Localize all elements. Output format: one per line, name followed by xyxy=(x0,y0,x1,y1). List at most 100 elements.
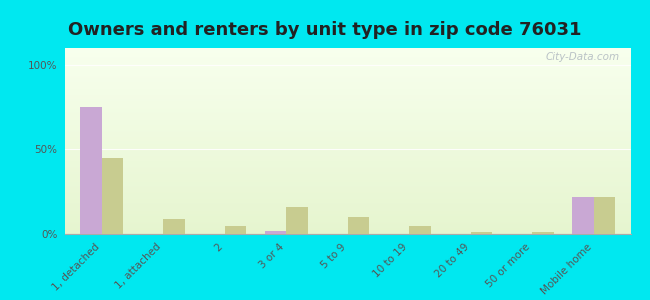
Bar xyxy=(65,166,630,167)
Bar xyxy=(65,200,630,202)
Bar xyxy=(65,187,630,188)
Bar xyxy=(65,84,630,85)
Bar xyxy=(65,80,630,82)
Bar xyxy=(65,50,630,51)
Bar xyxy=(65,183,630,184)
Bar xyxy=(65,176,630,177)
Bar xyxy=(65,198,630,199)
Bar xyxy=(65,160,630,161)
Bar xyxy=(102,158,124,234)
Bar xyxy=(65,63,630,64)
Bar xyxy=(65,88,630,89)
Bar xyxy=(65,111,630,112)
Bar xyxy=(65,223,630,224)
Bar xyxy=(65,119,630,120)
Bar xyxy=(65,72,630,73)
Bar xyxy=(65,225,630,226)
Bar xyxy=(65,129,630,130)
Bar xyxy=(65,118,630,119)
Bar xyxy=(65,121,630,122)
Bar xyxy=(65,155,630,156)
Bar xyxy=(65,143,630,144)
Bar xyxy=(65,103,630,104)
Bar xyxy=(65,105,630,106)
Bar xyxy=(65,208,630,209)
Bar xyxy=(65,205,630,206)
Bar xyxy=(65,64,630,65)
Bar xyxy=(65,58,630,59)
Bar xyxy=(286,207,308,234)
Bar xyxy=(65,184,630,185)
Bar xyxy=(65,149,630,150)
Bar xyxy=(65,70,630,71)
Bar xyxy=(65,154,630,155)
Bar xyxy=(65,177,630,178)
Bar xyxy=(65,54,630,55)
Bar xyxy=(65,57,630,58)
Bar xyxy=(65,153,630,154)
Bar xyxy=(65,122,630,123)
Bar xyxy=(65,215,630,216)
Bar xyxy=(65,52,630,53)
Bar xyxy=(65,61,630,62)
Bar xyxy=(65,87,630,88)
Bar xyxy=(65,134,630,135)
Bar xyxy=(65,197,630,198)
Bar xyxy=(65,209,630,210)
Bar xyxy=(65,141,630,142)
Bar xyxy=(65,139,630,140)
Bar xyxy=(65,189,630,190)
Bar xyxy=(65,110,630,111)
Bar xyxy=(65,212,630,213)
Bar xyxy=(65,77,630,78)
Bar xyxy=(65,98,630,99)
Bar xyxy=(471,232,492,234)
Bar xyxy=(65,73,630,74)
Bar xyxy=(65,117,630,118)
Bar xyxy=(65,204,630,205)
Bar xyxy=(65,148,630,149)
Bar xyxy=(65,140,630,141)
Bar xyxy=(65,90,630,91)
Bar xyxy=(65,191,630,192)
Bar xyxy=(348,217,369,234)
Bar xyxy=(65,213,630,214)
Bar xyxy=(81,107,102,234)
Bar xyxy=(65,55,630,56)
Bar xyxy=(65,216,630,217)
Bar xyxy=(65,207,630,208)
Bar xyxy=(65,106,630,107)
Bar xyxy=(65,137,630,138)
Bar xyxy=(65,68,630,69)
Bar xyxy=(65,133,630,134)
Bar xyxy=(65,233,630,234)
Bar xyxy=(65,157,630,158)
Bar xyxy=(65,96,630,97)
Text: City-Data.com: City-Data.com xyxy=(545,52,619,62)
Bar xyxy=(65,76,630,77)
Bar xyxy=(65,83,630,84)
Bar xyxy=(65,135,630,136)
Bar xyxy=(65,128,630,129)
Bar xyxy=(65,142,630,143)
Bar xyxy=(65,82,630,83)
Bar xyxy=(65,60,630,61)
Bar xyxy=(65,144,630,145)
Bar xyxy=(65,218,630,219)
Bar xyxy=(65,202,630,203)
Bar xyxy=(65,202,630,203)
Bar xyxy=(65,188,630,189)
Bar xyxy=(65,230,630,231)
Bar xyxy=(532,232,554,234)
Bar xyxy=(65,101,630,102)
Bar xyxy=(65,180,630,181)
Bar xyxy=(65,217,630,218)
Bar xyxy=(65,147,630,148)
Bar xyxy=(65,131,630,132)
Bar xyxy=(65,222,630,223)
Bar xyxy=(65,138,630,139)
Bar xyxy=(65,156,630,157)
Bar xyxy=(65,219,630,220)
Bar xyxy=(65,75,630,76)
Bar xyxy=(65,161,630,162)
